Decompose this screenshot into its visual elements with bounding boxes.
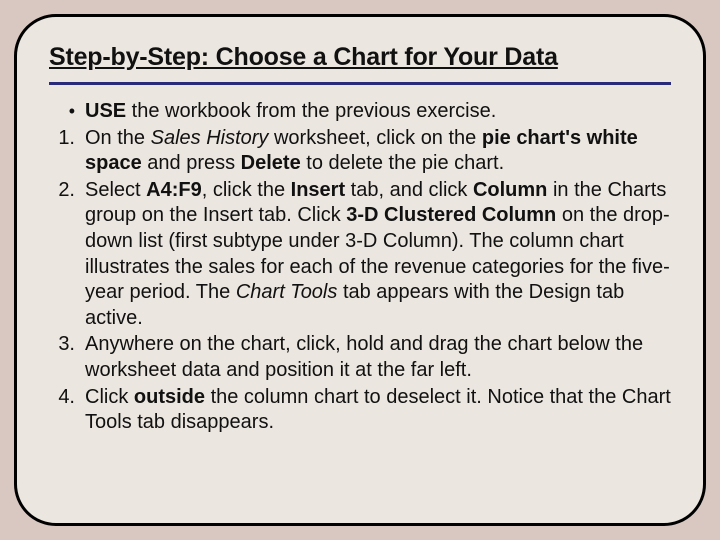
text-run: Insert — [291, 179, 345, 201]
text-run: Delete — [241, 152, 301, 174]
list-marker: 3. — [49, 332, 85, 383]
list-text: Anywhere on the chart, click, hold and d… — [85, 332, 671, 383]
list-marker: 1. — [49, 126, 85, 177]
text-run: , click the — [202, 179, 291, 201]
text-run: and press — [142, 152, 241, 174]
text-run: Column — [473, 179, 547, 201]
list-item: 4.Click outside the column chart to dese… — [49, 385, 671, 436]
list-marker: 4. — [49, 385, 85, 436]
text-run: worksheet, click on the — [268, 127, 481, 149]
list-item: •USE the workbook from the previous exer… — [49, 99, 671, 125]
text-run: Select — [85, 179, 146, 201]
list-item: 1.On the Sales History worksheet, click … — [49, 126, 671, 177]
text-run: the workbook from the previous exercise. — [126, 100, 496, 122]
text-run: 3-D Clustered Column — [346, 204, 556, 226]
text-run: On the — [85, 127, 151, 149]
text-run: Chart Tools — [236, 281, 338, 303]
list-marker: • — [49, 99, 85, 125]
list-text: Select A4:F9, click the Insert tab, and … — [85, 178, 671, 332]
list-item: 2.Select A4:F9, click the Insert tab, an… — [49, 178, 671, 332]
list-marker: 2. — [49, 178, 85, 332]
text-run: A4:F9 — [146, 179, 202, 201]
list-item: 3.Anywhere on the chart, click, hold and… — [49, 332, 671, 383]
slide-title: Step-by-Step: Choose a Chart for Your Da… — [49, 43, 671, 85]
text-run: Sales History — [151, 127, 269, 149]
slide-body: •USE the workbook from the previous exer… — [49, 99, 671, 436]
list-text: Click outside the column chart to desele… — [85, 385, 671, 436]
text-run: outside — [134, 386, 205, 408]
slide-frame: Step-by-Step: Choose a Chart for Your Da… — [14, 14, 706, 526]
text-run: Click — [85, 386, 134, 408]
list-text: USE the workbook from the previous exerc… — [85, 99, 671, 125]
text-run: to delete the pie chart. — [301, 152, 504, 174]
text-run: tab, and click — [345, 179, 473, 201]
list-text: On the Sales History worksheet, click on… — [85, 126, 671, 177]
text-run: Anywhere on the chart, click, hold and d… — [85, 333, 643, 381]
text-run: USE — [85, 100, 126, 122]
